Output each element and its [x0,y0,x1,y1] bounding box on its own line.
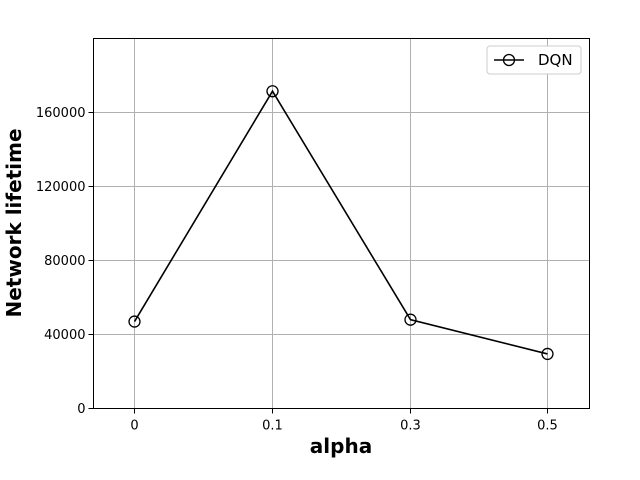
y-tick-label: 160000 [36,106,86,121]
y-tick-label: 40000 [44,328,85,343]
y-axis-label: Network lifetime [2,128,26,317]
data-point [541,347,554,361]
y-tick-label: 80000 [44,254,85,269]
y-tick-label: 0 [77,402,85,417]
grid [93,38,590,409]
legend: DQN [486,45,582,75]
y-tick-label: 120000 [36,180,86,195]
y-axis: 0 40000 80000 120000 160000 [36,106,94,417]
legend-label-dqn: DQN [538,51,573,69]
plot-frame [93,38,590,409]
series-line-dqn [133,89,548,355]
data-point [404,313,417,326]
data-point [128,315,141,328]
x-tick-label: 0 [130,419,138,434]
legend-marker [502,53,516,67]
x-tick-label: 0.5 [537,419,558,434]
x-tick-label: 0.1 [262,419,283,434]
x-axis-label: alpha [310,434,372,458]
x-tick-label: 0.3 [400,419,421,434]
series-group [128,85,554,361]
x-axis: 0 0.1 0.3 0.5 [130,408,558,434]
data-point [266,85,279,98]
legend-box [486,45,582,75]
